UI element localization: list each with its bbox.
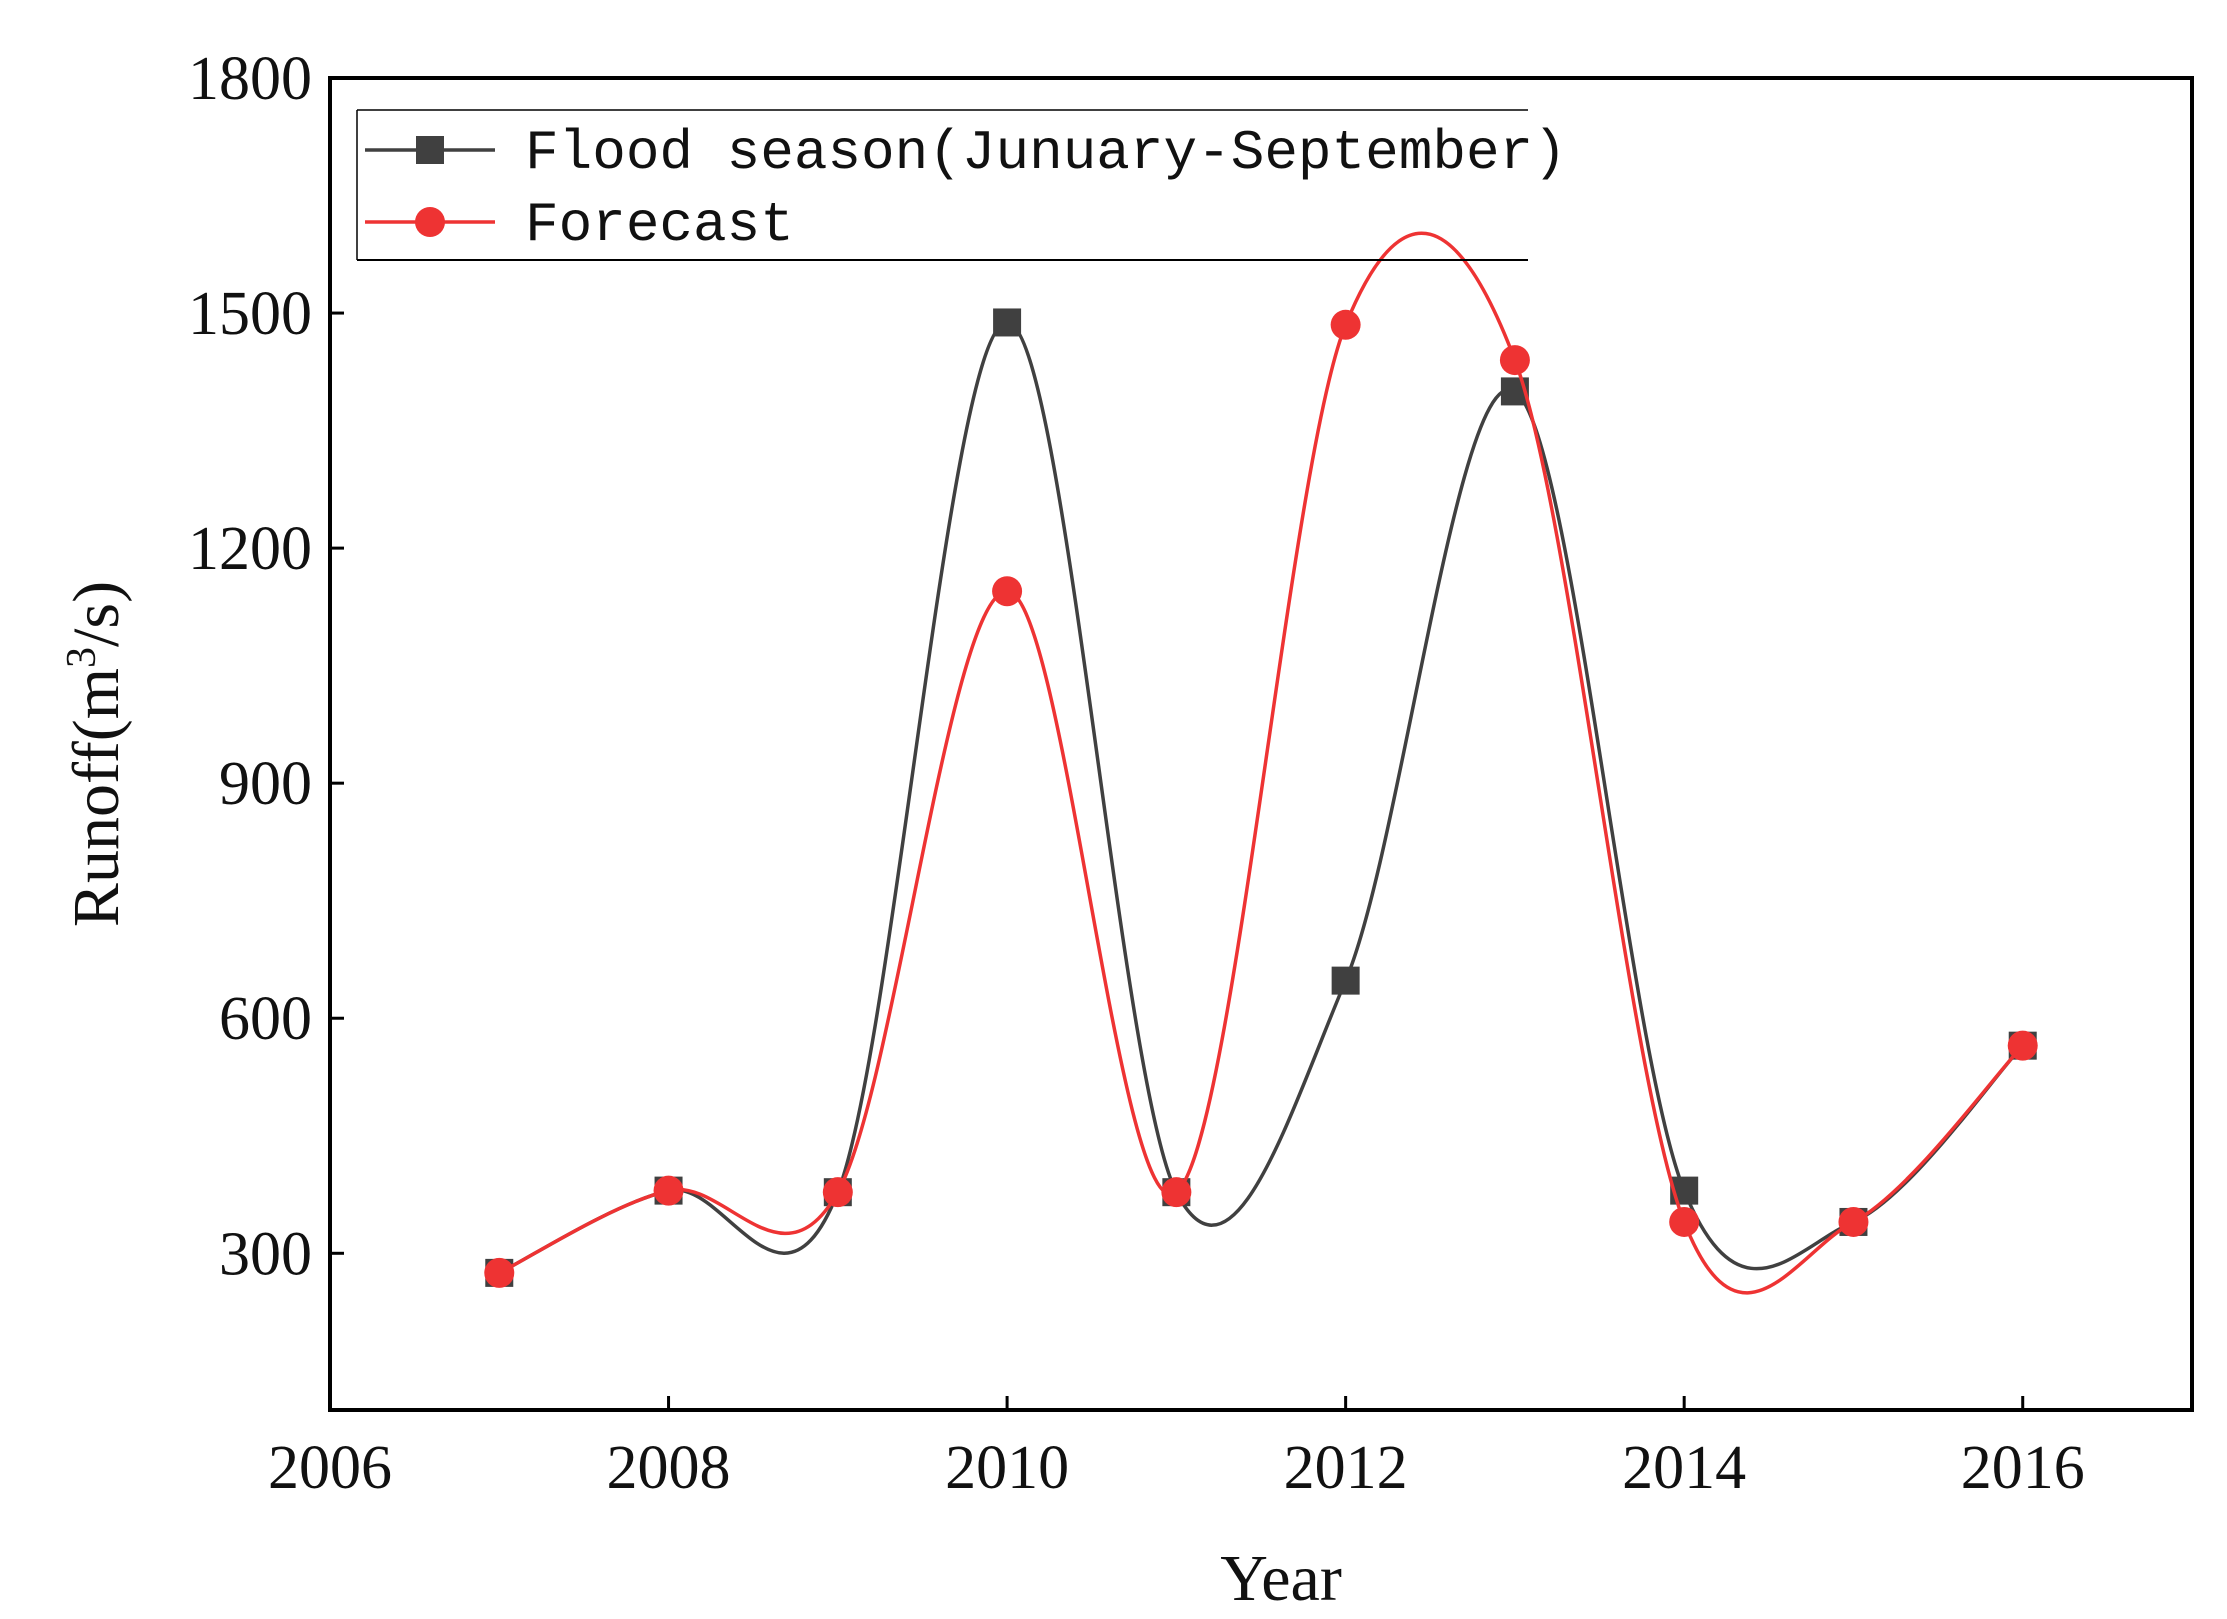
y-axis-title-unit-sup: 3 — [59, 647, 105, 668]
y-axis-title: Runoff(m3/s) — [59, 581, 133, 927]
y-tick-label: 900 — [219, 750, 312, 818]
x-tick-label: 2006 — [268, 1434, 392, 1502]
legend-swatch-marker — [416, 136, 444, 164]
x-tick-label: 2016 — [1961, 1434, 2085, 1502]
legend-swatch-marker — [415, 207, 445, 237]
data-point — [653, 1175, 684, 1206]
data-point — [1330, 309, 1361, 340]
legend-label: Forecast — [525, 193, 794, 257]
data-point — [2007, 1030, 2038, 1061]
y-axis-title-main: Runoff — [60, 741, 133, 927]
series-2 — [484, 231, 2038, 1295]
y-tick-label: 1200 — [188, 515, 312, 583]
data-point — [993, 308, 1022, 337]
y-tick-label: 300 — [219, 1220, 312, 1288]
y-tick-label: 600 — [219, 985, 312, 1053]
y-tick-label: 1800 — [188, 45, 312, 113]
data-point — [1161, 1177, 1192, 1208]
x-tick-label: 2010 — [945, 1434, 1069, 1502]
data-point — [1499, 345, 1530, 376]
legend-label: Flood season(Junuary-September) — [525, 121, 1567, 185]
ticks-layer: 2006 2008 2010 2012 2014 2016 300 600 900 1200 150… — [188, 45, 2085, 1502]
legend: Flood season(Junuary-September) Forecast — [356, 109, 1567, 261]
plot-area-frame — [328, 76, 2194, 1412]
y-axis-title-unit-prefix: (m — [60, 668, 133, 741]
y-axis-title-unit-suffix: /s) — [60, 581, 133, 647]
data-point — [822, 1177, 853, 1208]
x-tick-label: 2008 — [607, 1434, 731, 1502]
data-point — [992, 576, 1023, 607]
x-tick-label: 2012 — [1284, 1434, 1408, 1502]
data-point — [484, 1257, 515, 1288]
x-tick-label: 2014 — [1622, 1434, 1746, 1502]
data-point — [1669, 1206, 1700, 1237]
legend-items: Flood season(Junuary-September) Forecast — [356, 110, 1567, 260]
x-axis-title: Year — [1220, 1542, 1342, 1615]
legend-item: Forecast — [365, 193, 794, 257]
data-point — [1838, 1206, 1869, 1237]
series-layer — [484, 231, 2038, 1295]
data-point — [1331, 966, 1360, 995]
y-tick-label: 1500 — [188, 280, 312, 348]
legend-item: Flood season(Junuary-September) — [365, 121, 1567, 185]
